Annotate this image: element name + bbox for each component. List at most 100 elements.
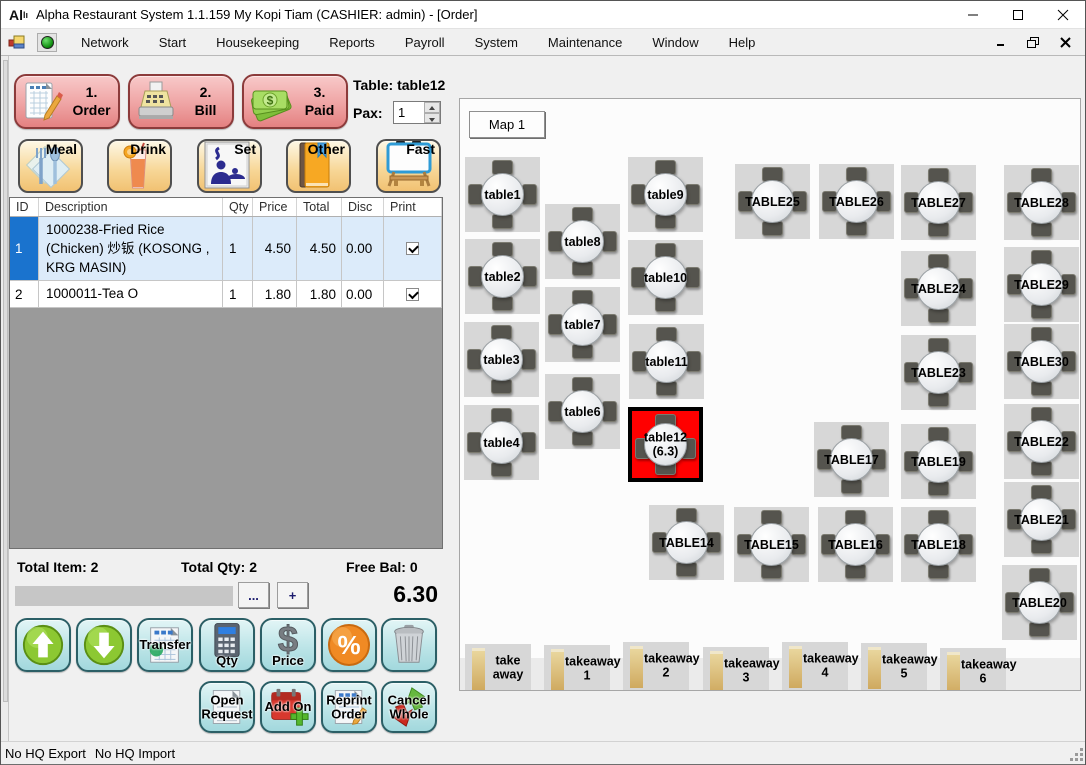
menu-item-help[interactable]: Help (728, 34, 756, 50)
category-meal-button[interactable]: Meal (18, 139, 83, 193)
table-tile-take-away[interactable]: take away (465, 644, 531, 690)
discount-button[interactable]: % (321, 618, 377, 672)
minimize-button[interactable] (950, 1, 995, 28)
pax-stepper[interactable] (393, 101, 441, 124)
menu-item-start[interactable]: Start (158, 34, 187, 50)
category-other-button[interactable]: Other (286, 139, 351, 193)
table-tile-table8[interactable]: table8 (545, 204, 620, 279)
menu-item-network[interactable]: Network (81, 34, 129, 50)
maximize-button[interactable] (995, 1, 1040, 28)
table-tile-takeaway-5[interactable]: takeaway 5 (861, 643, 938, 690)
price-button[interactable]: $ Price (260, 618, 316, 672)
chair-icon (522, 184, 537, 205)
transfer-button[interactable]: Transfer (137, 618, 193, 672)
add-on-button[interactable]: Add On (260, 681, 316, 733)
print-checkbox[interactable] (406, 287, 419, 301)
map-1-button[interactable]: Map 1 (469, 111, 545, 138)
table-tile-table27[interactable]: TABLE27 (901, 165, 976, 240)
table-tile-table20[interactable]: TABLE20 (1002, 565, 1077, 640)
table-tile-table6[interactable]: table6 (545, 374, 620, 449)
takeaway-sign-icon (472, 648, 485, 690)
order-grid-empty-area[interactable] (10, 307, 442, 548)
chair-icon (602, 231, 617, 252)
table-tile-table24[interactable]: TABLE24 (901, 251, 976, 326)
move-down-button[interactable] (76, 618, 132, 672)
table-tile-label: TABLE16 (828, 537, 883, 552)
table-tile-takeaway-3[interactable]: takeaway 3 (703, 647, 780, 690)
table-tile-table17[interactable]: TABLE17 (814, 422, 889, 497)
column-header-description[interactable]: Description (39, 198, 223, 216)
menu-item-reports[interactable]: Reports (329, 34, 375, 50)
category-set-button[interactable]: Set (197, 139, 262, 193)
mdi-minimize-button[interactable] (991, 34, 1011, 50)
order-item-row[interactable]: 1 1000238-Fried Rice (Chicken) 炒钣 (KOSONG… (10, 217, 442, 282)
menu-item-window[interactable]: Window (652, 34, 699, 50)
pax-input[interactable] (394, 102, 424, 123)
reprint-order-button[interactable]: Reprint Order (321, 681, 377, 733)
network-status-led[interactable] (37, 32, 57, 52)
column-header-price[interactable]: Price (253, 198, 297, 216)
resize-grip[interactable] (1070, 748, 1083, 761)
left-splitter[interactable] (1, 56, 9, 741)
order-stage-button[interactable]: 1. Order (14, 74, 120, 129)
print-checkbox[interactable] (406, 242, 419, 256)
chair-icon (572, 431, 593, 446)
table-tile-table22[interactable]: TABLE22 (1004, 404, 1079, 479)
table-tile-table15[interactable]: TABLE15 (734, 507, 809, 582)
chair-icon (572, 344, 593, 359)
table-tile-table26[interactable]: TABLE26 (819, 164, 894, 239)
more-button[interactable]: ... (238, 582, 269, 608)
menu-item-payroll[interactable]: Payroll (404, 34, 445, 50)
paid-stage-button[interactable]: $ 3. Paid (242, 74, 348, 129)
table-tile-takeaway-1[interactable]: takeaway 1 (544, 645, 621, 690)
qty-button[interactable]: Qty (199, 618, 255, 672)
mdi-close-button[interactable] (1055, 34, 1075, 50)
table-tile-takeaway-4[interactable]: takeaway 4 (782, 642, 859, 690)
pax-up-button[interactable] (424, 102, 440, 113)
cancel-whole-button[interactable]: Cancel Whole (381, 681, 437, 733)
table-tile-table11[interactable]: table11 (629, 324, 704, 399)
fast-board-icon (386, 141, 432, 187)
category-fast-button[interactable]: Fast (376, 139, 441, 193)
table-tile-table9[interactable]: table9 (628, 157, 703, 232)
table-tile-table23[interactable]: TABLE23 (901, 335, 976, 410)
column-header-total[interactable]: Total (297, 198, 342, 216)
category-drink-button[interactable]: Drink (107, 139, 172, 193)
table-tile-table18[interactable]: TABLE18 (901, 507, 976, 582)
table-tile-takeaway-6[interactable]: takeaway 6 (940, 648, 1017, 690)
table-tile-table16[interactable]: TABLE16 (818, 507, 893, 582)
table-tile-table10[interactable]: table10 (628, 240, 703, 315)
column-header-id[interactable]: ID (10, 198, 39, 216)
delete-item-button[interactable] (381, 618, 437, 672)
column-header-disc[interactable]: Disc (342, 198, 384, 216)
open-request-button[interactable]: Open Request (199, 681, 255, 733)
menu-item-maintenance[interactable]: Maintenance (547, 34, 623, 50)
column-header-print[interactable]: Print (384, 198, 442, 216)
column-header-qty[interactable]: Qty (223, 198, 253, 216)
table-tile-table1[interactable]: table1 (465, 157, 540, 232)
takeaway-tile-label: takeaway 6 (961, 657, 1017, 686)
table-tile-table25[interactable]: TABLE25 (735, 164, 810, 239)
table-tile-table12[interactable]: table12 (6.3) (628, 407, 703, 482)
move-up-button[interactable] (15, 618, 71, 672)
table-tile-table21[interactable]: TABLE21 (1004, 482, 1079, 557)
table-tile-table2[interactable]: table2 (465, 239, 540, 314)
table-tile-table30[interactable]: TABLE30 (1004, 324, 1079, 399)
order-item-row[interactable]: 2 1000011-Tea O 1 1.80 1.80 0.00 (10, 281, 442, 308)
close-button[interactable] (1040, 1, 1085, 28)
table-tile-takeaway-2[interactable]: takeaway 2 (623, 642, 700, 690)
table-tile-table29[interactable]: TABLE29 (1004, 247, 1079, 322)
bill-stage-button[interactable]: 2. Bill (128, 74, 234, 129)
table-tile-table19[interactable]: TABLE19 (901, 424, 976, 499)
cancel-whole-arrows-icon (392, 687, 426, 727)
plus-button[interactable]: + (277, 582, 308, 608)
table-tile-table7[interactable]: table7 (545, 287, 620, 362)
table-tile-table14[interactable]: TABLE14 (649, 505, 724, 580)
menu-item-housekeeping[interactable]: Housekeeping (216, 34, 300, 50)
pax-down-button[interactable] (424, 112, 440, 123)
menu-item-system[interactable]: System (474, 34, 518, 50)
table-tile-table4[interactable]: table4 (464, 405, 539, 480)
table-tile-table3[interactable]: table3 (464, 322, 539, 397)
table-tile-table28[interactable]: TABLE28 (1004, 165, 1079, 240)
mdi-restore-button[interactable] (1023, 34, 1043, 50)
